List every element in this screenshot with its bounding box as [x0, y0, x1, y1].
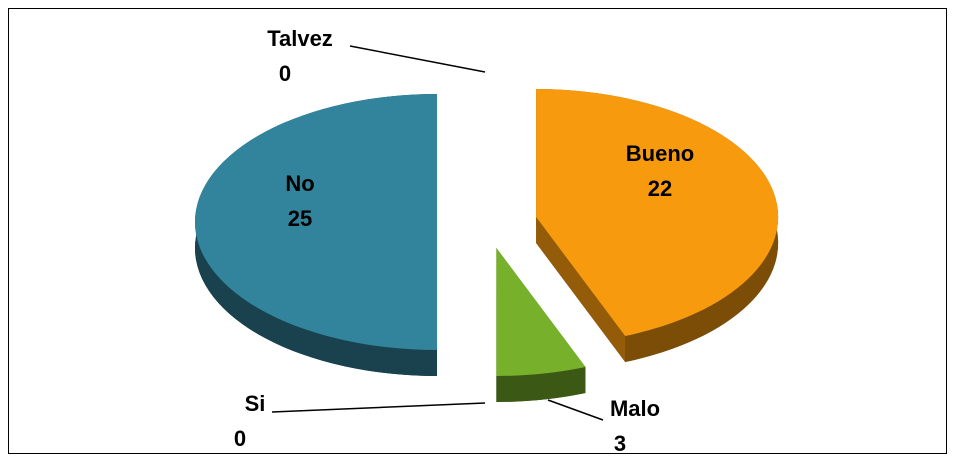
data-label-value: 0	[234, 426, 246, 451]
leader-line	[349, 45, 486, 73]
leader-line	[271, 402, 486, 413]
data-label-name: No	[285, 171, 314, 196]
data-label-value: 22	[648, 176, 672, 201]
data-label-name: Si	[245, 391, 266, 416]
data-label-value: 3	[614, 431, 626, 456]
slice	[195, 94, 437, 350]
data-label-value: 0	[279, 61, 291, 86]
slice-side	[496, 366, 586, 402]
chart-border	[8, 8, 947, 454]
data-label-value: 25	[288, 206, 312, 231]
slice-side	[536, 217, 626, 363]
data-label-name: Bueno	[626, 141, 694, 166]
data-label-name: Malo	[610, 396, 660, 421]
data-label-name: Talvez	[267, 26, 333, 51]
leader-line	[547, 399, 604, 421]
slice	[496, 247, 586, 376]
slice	[536, 89, 779, 337]
